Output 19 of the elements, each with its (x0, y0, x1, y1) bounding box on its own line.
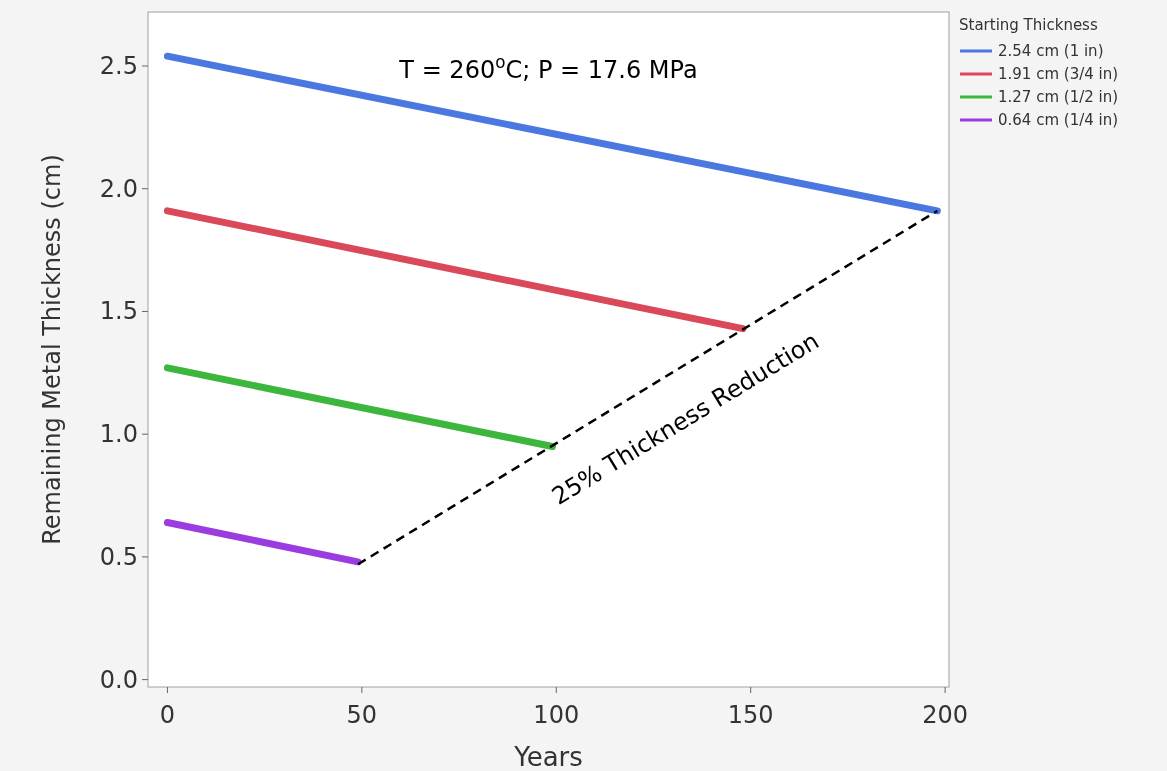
y-tick-label: 0.0 (99, 665, 138, 694)
legend-label: 0.64 cm (1/4 in) (998, 111, 1119, 129)
y-tick-label: 1.0 (99, 420, 138, 449)
legend-label: 2.54 cm (1 in) (998, 42, 1104, 60)
y-tick-label: 1.5 (99, 297, 138, 326)
text: T = 260$^{o}$C; P = 17.6 MPa (398, 52, 698, 84)
y-tick-label: 2.5 (99, 52, 138, 80)
y-axis-title: Remaining Metal Thickness (cm) (38, 154, 66, 545)
y-tick-label: 0.5 (99, 542, 138, 571)
x-tick-label: 100 (533, 701, 580, 729)
y-tick-label: 2.0 (99, 174, 138, 203)
x-tick-label: 0 (159, 701, 176, 729)
x-tick-label: 150 (727, 701, 774, 729)
legend-label: 1.91 cm (3/4 in) (998, 65, 1119, 83)
x-axis-title: Years (513, 742, 583, 771)
x-tick-label: 50 (346, 701, 378, 729)
legend-label: 1.27 cm (1/2 in) (998, 88, 1119, 106)
x-tick-label: 200 (922, 701, 969, 729)
legend-title: Starting Thickness (959, 16, 1098, 34)
